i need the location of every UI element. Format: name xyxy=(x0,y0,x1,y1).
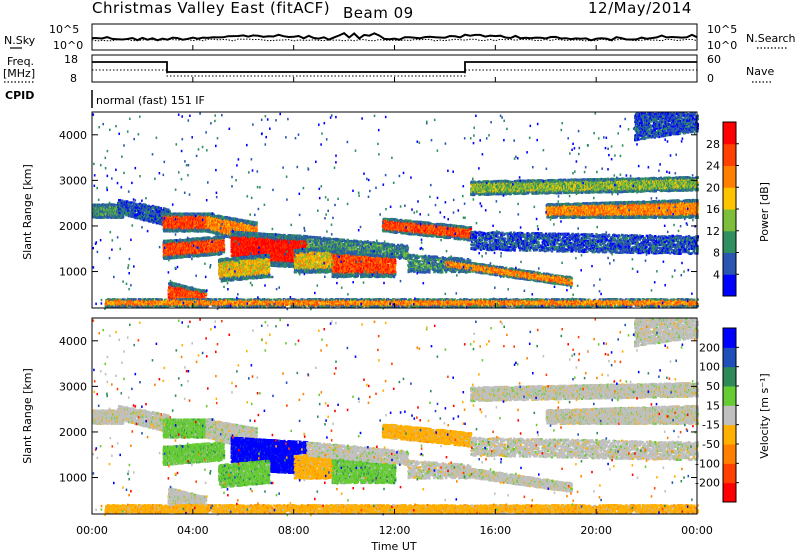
noise-panel: N.Sky 10^5 10^0 10^5 10^0 N.Search xyxy=(4,23,796,52)
cpid-label: CPID xyxy=(5,89,34,102)
beam-label: Beam 09 xyxy=(343,4,414,22)
cpid-mode-text: normal (fast) 151 IF xyxy=(96,94,205,107)
nave-tick-0: 0 xyxy=(707,72,714,85)
power-cell xyxy=(130,201,132,203)
noise-tick-top: 10^5 xyxy=(49,23,79,36)
cpid-panel: CPID normal (fast) 151 IF xyxy=(5,89,205,108)
power-cell xyxy=(167,209,169,211)
noise-tick-bottom: 10^0 xyxy=(53,39,83,52)
date-label: 12/May/2014 xyxy=(588,0,692,17)
nave-label: Nave xyxy=(746,65,774,78)
station-title: Christmas Valley East (fitACF) xyxy=(92,0,330,17)
noise-right-tick-top: 10^5 xyxy=(707,23,737,36)
freq-tick-18: 18 xyxy=(64,53,78,66)
power-cell xyxy=(122,216,124,218)
freq-label-line2: [MHz] xyxy=(3,67,35,80)
noise-right-tick-bottom: 10^0 xyxy=(707,39,737,52)
freq-tick-8: 8 xyxy=(70,72,77,85)
frequency-panel: Freq. [MHz] 18 8 60 0 Nave xyxy=(3,53,774,85)
power-cell xyxy=(121,200,123,202)
noise-search-label: N.Search xyxy=(746,32,796,45)
power-heatmap xyxy=(92,112,699,310)
nave-tick-60: 60 xyxy=(707,53,721,66)
power-cell xyxy=(167,222,169,224)
noise-sky-trace xyxy=(92,33,697,40)
nave-trace xyxy=(92,70,697,76)
noise-sky-label: N.Sky xyxy=(4,34,36,47)
